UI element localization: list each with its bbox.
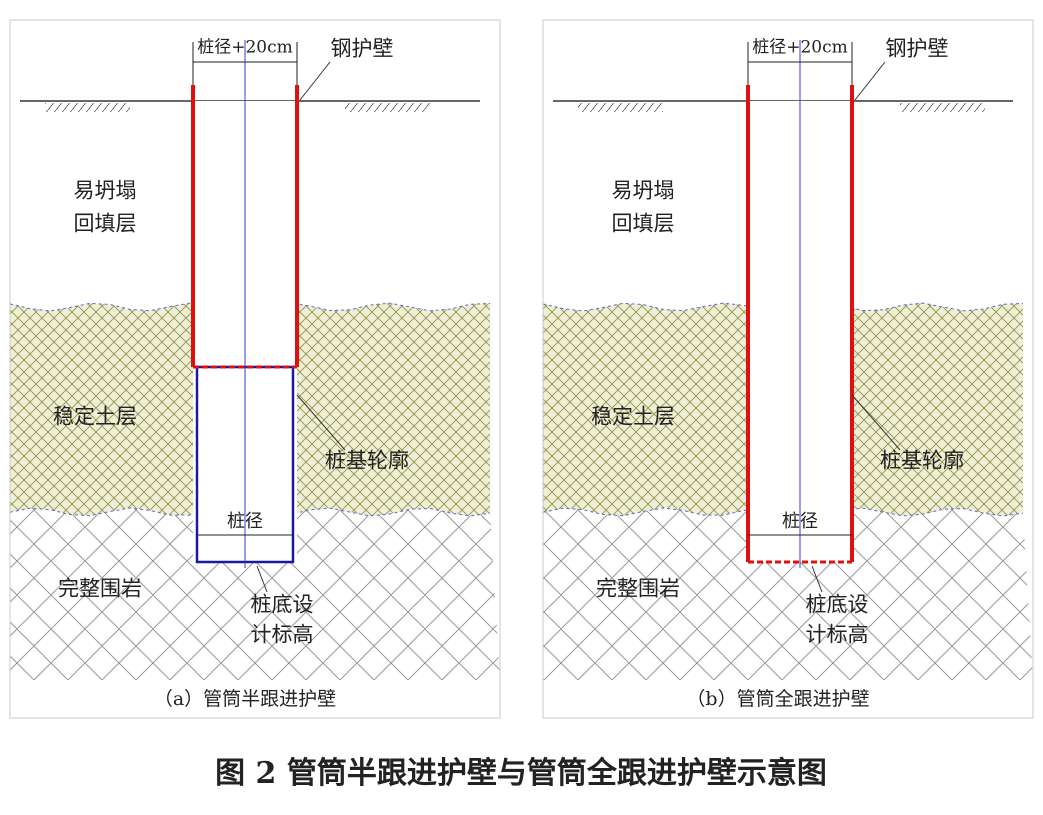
dimension-label: 桩径+20cm (752, 38, 848, 58)
panel-caption: （b）管筒全跟进护壁 (686, 688, 869, 710)
base-label: 桩底设 (251, 593, 314, 617)
figure-caption: 图 2 管筒半跟进护壁与管筒全跟进护壁示意图 (215, 756, 827, 791)
base-label: 计标高 (806, 623, 869, 647)
outline-label: 桩基轮廓 (880, 449, 964, 473)
dimension-label: 桩径 (782, 511, 818, 532)
leader (299, 61, 331, 101)
base-label: 桩底设 (806, 593, 869, 617)
layer-label: 回填层 (612, 212, 675, 236)
frame (9, 19, 501, 719)
rock-layer (543, 508, 1033, 680)
layer-label: 易坍塌 (74, 179, 137, 203)
panel-caption: （a）管筒半跟进护壁 (154, 688, 336, 710)
casing-label: 钢护壁 (886, 37, 949, 61)
layer-label: 完整围岩 (58, 577, 142, 601)
layer-label: 稳定土层 (53, 405, 137, 429)
ground-hatch (345, 103, 430, 112)
layer-label: 回填层 (74, 212, 137, 236)
layer-label: 稳定土层 (591, 405, 675, 429)
outline-label: 桩基轮廓 (325, 449, 409, 473)
leader (854, 61, 886, 101)
layer-label: 完整围岩 (596, 577, 680, 601)
ground-hatch (900, 103, 985, 112)
leader (296, 394, 346, 451)
base-label: 计标高 (251, 623, 314, 647)
frame (542, 19, 1034, 719)
layer-label: 易坍塌 (612, 179, 675, 203)
leader (256, 565, 268, 593)
dimension-label: 桩径 (227, 511, 263, 532)
ground-hatch (578, 103, 663, 112)
leader (811, 565, 823, 593)
dimension-label: 桩径+20cm (197, 38, 293, 58)
ground-hatch (45, 103, 130, 112)
casing-label: 钢护壁 (331, 37, 394, 61)
leader (851, 394, 901, 451)
rock-layer (10, 508, 500, 680)
